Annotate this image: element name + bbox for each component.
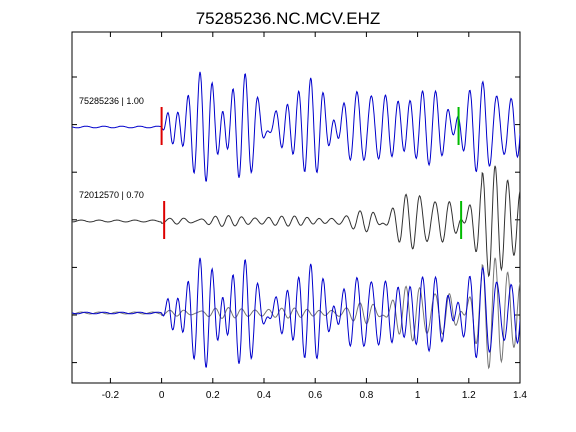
x-tick-label: 0 (159, 390, 165, 401)
x-tick-label: 1.4 (513, 390, 527, 401)
x-tick-label: 1.2 (462, 390, 476, 401)
trace-template (72, 71, 520, 182)
trace-overlay-template (72, 257, 520, 368)
x-tick-label: 0.2 (206, 390, 220, 401)
trace-label: 75285236 | 1.00 (79, 96, 144, 106)
x-tick-label: -0.2 (102, 390, 120, 401)
trace-label: 72012570 | 0.70 (79, 190, 144, 200)
trace-labels: 75285236 | 1.00 72012570 | 0.70 (79, 96, 144, 200)
plot-area-frame (71, 31, 521, 384)
x-tick-label: 0.8 (359, 390, 373, 401)
x-tick-label: 0.4 (257, 390, 271, 401)
x-tick-label: 1 (415, 390, 421, 401)
chart-title: 75285236.NC.MCV.EHZ (196, 9, 381, 28)
trace-match (72, 165, 520, 278)
y-axis-ticks (72, 76, 520, 364)
traces-layer (72, 71, 520, 370)
x-axis: -0.2 0 0.2 0.4 0.6 0.8 1 1.2 1.4 (102, 32, 527, 401)
x-tick-label: 0.6 (308, 390, 322, 401)
